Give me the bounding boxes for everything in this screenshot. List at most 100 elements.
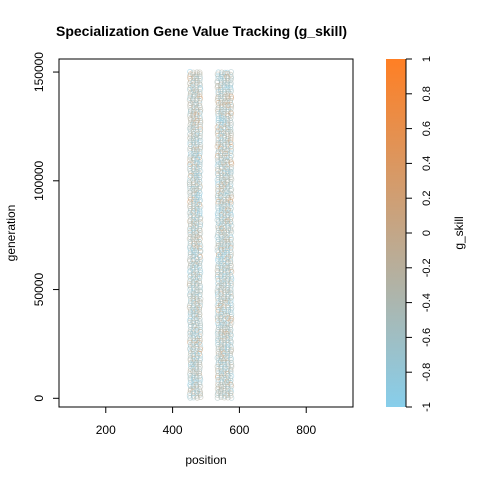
data-point (187, 382, 193, 388)
data-point (197, 344, 204, 351)
data-point (228, 287, 234, 294)
data-point (215, 271, 221, 278)
data-point (187, 352, 194, 359)
data-point (218, 238, 225, 244)
data-point (187, 293, 194, 299)
x-axis: 200 400 600 800 (96, 406, 317, 437)
colorbar-tick-label: 0.2 (421, 191, 433, 206)
data-point (187, 337, 193, 343)
point-band (186, 68, 204, 401)
plot-area (58, 58, 354, 408)
data-point (196, 77, 203, 84)
data-point (197, 216, 203, 222)
data-point (196, 264, 203, 271)
x-tick-label: 200 (96, 423, 116, 437)
colorbar-tick-label: 1 (421, 56, 433, 62)
data-point (222, 168, 228, 175)
data-point (188, 160, 194, 166)
data-point (228, 326, 234, 333)
data-point (215, 218, 222, 224)
data-point (228, 88, 234, 95)
colorbar-tick-label: -0.2 (421, 258, 433, 277)
colorbar-tick-label: -1 (421, 402, 433, 412)
data-point (215, 194, 221, 201)
data-point (228, 187, 234, 194)
data-point (187, 323, 194, 330)
data-point (228, 143, 234, 150)
data-point (227, 258, 234, 265)
data-point (194, 141, 200, 148)
colorbar-label: g_skill (452, 216, 466, 249)
data-point (218, 300, 224, 307)
data-point (215, 315, 221, 321)
point-band (214, 69, 235, 401)
y-tick-label: 150000 (32, 52, 46, 92)
data-point (197, 219, 204, 226)
data-point (197, 394, 204, 401)
data-point (215, 115, 222, 122)
data-point (215, 113, 222, 119)
data-point (188, 170, 194, 176)
data-point (188, 298, 194, 305)
data-point (221, 394, 228, 401)
colorbar-tick-label: 0.8 (421, 86, 433, 101)
data-point (187, 395, 194, 401)
colorbar-tick-label: 0.6 (421, 121, 433, 136)
data-point (221, 199, 228, 206)
data-point (193, 341, 200, 348)
data-point (197, 392, 203, 398)
colorbar-tick-label: -0.6 (421, 328, 433, 347)
data-point (191, 240, 197, 247)
data-point (214, 287, 221, 294)
chart-title: Specialization Gene Value Tracking (g_sk… (56, 23, 347, 39)
data-point (187, 249, 194, 256)
data-point (197, 82, 204, 88)
colorbar-axis: -1 -0.8 -0.6 -0.4 -0.2 0 0.2 0.4 0.6 0.8 1 (406, 56, 433, 412)
data-point (197, 159, 203, 166)
y-tick-label: 0 (32, 395, 46, 402)
data-point (197, 122, 204, 128)
y-axis-label: generation (4, 205, 18, 262)
data-point (227, 216, 234, 223)
data-point (225, 102, 231, 108)
data-point (197, 299, 204, 306)
data-point (187, 217, 194, 223)
data-point (221, 251, 227, 258)
data-point (224, 135, 231, 142)
colorbar-tick-label: 0 (421, 230, 433, 236)
data-point (187, 147, 194, 154)
colorbar (386, 59, 406, 407)
data-point (215, 257, 221, 264)
data-point (214, 395, 221, 401)
data-point (224, 173, 231, 179)
data-point (228, 229, 235, 236)
y-axis: 0 50000 100000 150000 (32, 52, 60, 402)
data-point (217, 390, 224, 397)
data-point (227, 335, 234, 342)
data-point (187, 225, 193, 232)
data-point (197, 335, 203, 342)
data-point (191, 299, 197, 306)
data-point (214, 341, 221, 348)
data-point (196, 260, 203, 267)
colorbar-tick-label: 0.4 (421, 156, 433, 171)
colorbar-tick-label: -0.4 (421, 293, 433, 312)
points-layer (186, 68, 235, 401)
data-point (228, 356, 234, 363)
x-tick-label: 400 (163, 423, 183, 437)
data-point (187, 387, 194, 394)
data-point (224, 118, 231, 124)
data-point (228, 161, 235, 167)
colorbar-tick-label: -0.8 (421, 363, 433, 382)
data-point (218, 394, 224, 400)
data-point (197, 388, 203, 395)
data-point (214, 192, 221, 199)
data-point (187, 145, 193, 152)
data-point (194, 146, 200, 153)
data-point (228, 313, 234, 320)
data-point (224, 116, 231, 122)
x-axis-label: position (185, 453, 226, 467)
data-point (187, 278, 193, 285)
data-point (197, 124, 203, 130)
